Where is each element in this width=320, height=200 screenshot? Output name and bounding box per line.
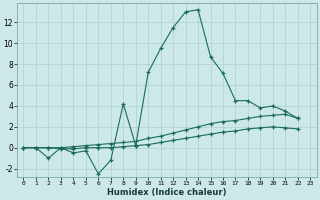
X-axis label: Humidex (Indice chaleur): Humidex (Indice chaleur) — [107, 188, 227, 197]
